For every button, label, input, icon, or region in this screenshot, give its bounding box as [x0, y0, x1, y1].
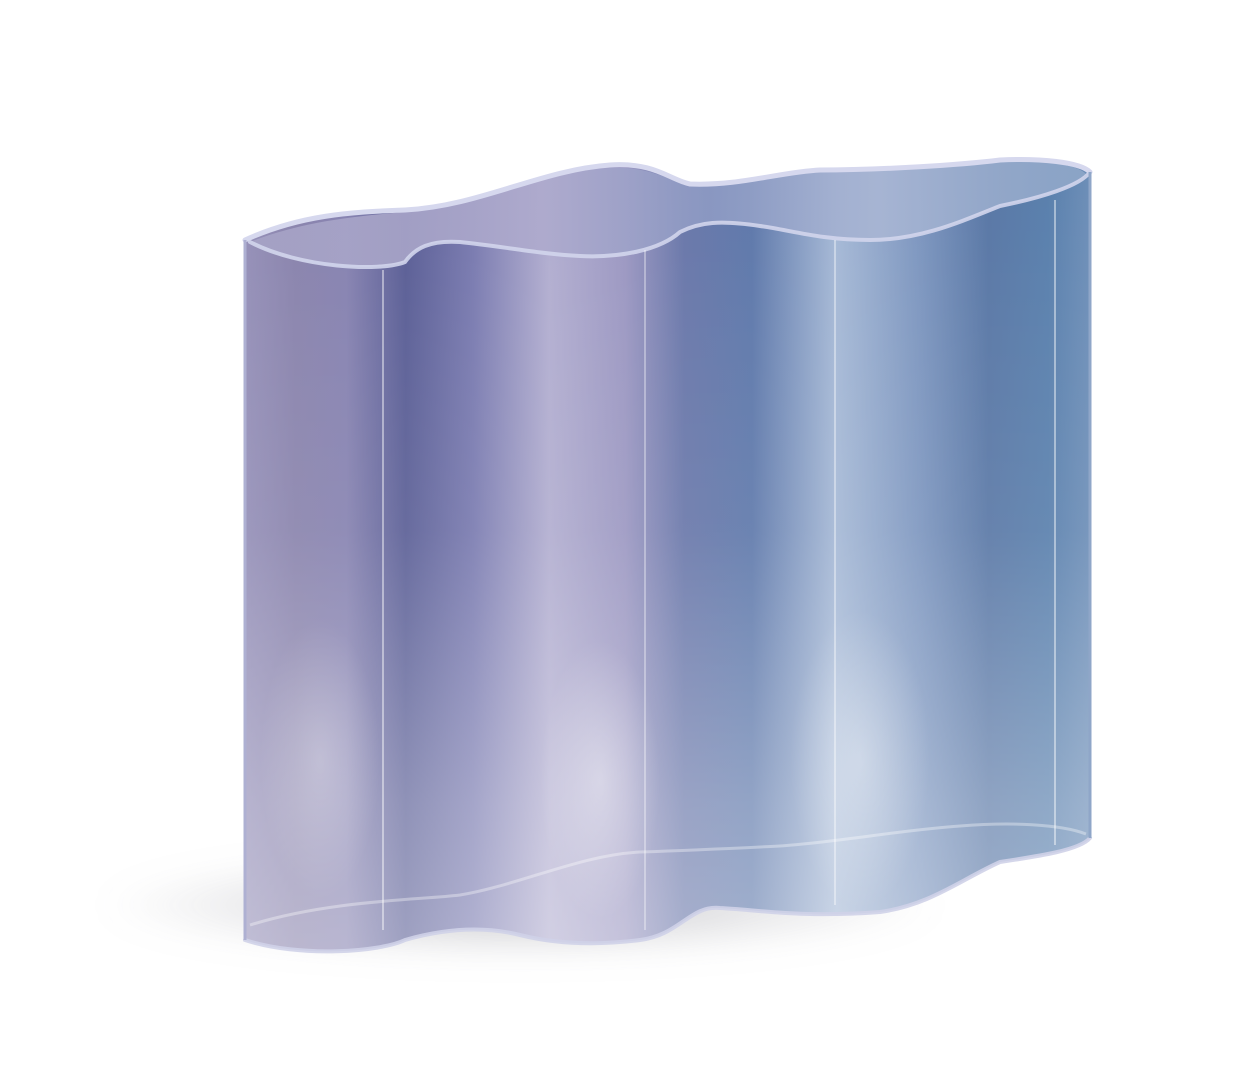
highlight-glow — [790, 610, 930, 910]
vase-base — [243, 836, 1092, 954]
vase-fade — [245, 159, 1090, 952]
highlight-glow — [260, 620, 380, 900]
vase-rim-inner — [248, 170, 1092, 270]
vase-rim — [242, 157, 1093, 243]
vase-base-inner — [249, 822, 1087, 927]
highlight-glow — [540, 640, 660, 920]
